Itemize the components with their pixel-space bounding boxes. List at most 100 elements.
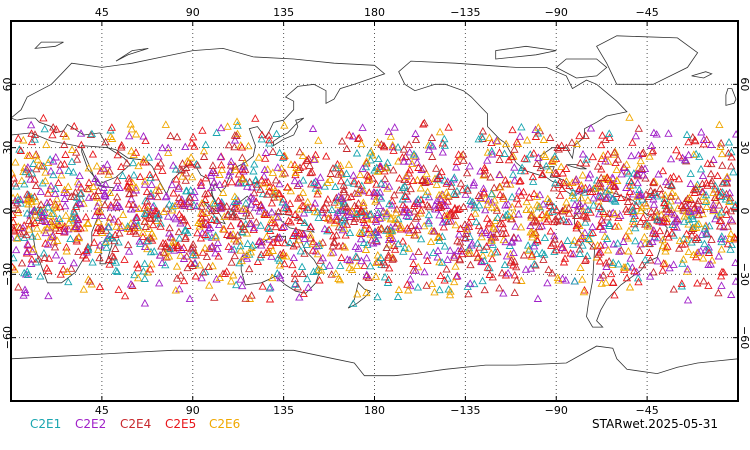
observation-point-c2e5 [372,180,381,188]
observation-point-c2e6 [492,203,501,212]
observation-point-c2e6 [395,223,404,232]
observation-point-c2e5 [658,266,667,274]
observation-point-c2e2 [343,255,352,263]
observation-point-c2e4 [707,235,716,243]
observation-point-c2e2 [465,161,474,170]
observation-point-c2e5 [279,248,288,257]
observation-point-c2e1 [625,176,634,184]
observation-point-c2e1 [678,259,687,267]
observation-point-c2e6 [100,164,109,173]
observation-point-c2e2 [696,246,705,255]
observation-point-c2e2 [633,178,642,187]
observation-point-c2e6 [596,183,605,191]
observation-point-c2e5 [280,259,289,268]
observation-point-c2e5 [704,248,714,256]
observation-point-c2e2 [462,222,471,231]
observation-point-c2e6 [31,210,40,219]
observation-point-c2e4 [707,176,717,185]
observation-point-c2e6 [11,265,19,273]
observation-point-c2e2 [550,231,559,240]
observation-point-c2e5 [704,281,713,289]
observation-point-c2e1 [123,222,132,230]
observation-point-c2e2 [369,188,379,196]
observation-point-c2e4 [60,140,69,148]
observation-point-c2e2 [669,260,678,268]
observation-point-c2e6 [583,195,593,204]
observation-point-c2e1 [570,193,579,202]
observation-point-c2e5 [27,137,37,146]
observation-point-c2e6 [14,222,23,230]
observation-point-c2e4 [332,230,341,239]
observation-point-c2e2 [27,259,36,267]
observation-point-c2e2 [211,248,220,257]
observation-point-c2e5 [214,196,223,205]
observation-point-c2e4 [428,152,437,160]
observation-point-c2e5 [145,170,155,178]
observation-point-c2e6 [354,188,363,197]
observation-point-c2e5 [354,179,363,188]
observation-point-c2e6 [637,203,647,211]
observation-point-c2e2 [260,165,269,174]
observation-point-c2e4 [706,169,716,178]
observation-point-c2e2 [267,252,276,260]
observation-point-c2e4 [675,244,684,252]
observation-point-c2e5 [293,194,303,202]
observation-point-c2e1 [186,186,195,194]
observation-point-c2e4 [551,168,560,177]
observation-point-c2e2 [125,131,134,140]
observation-point-c2e5 [480,163,489,172]
observation-point-c2e6 [268,273,277,282]
observation-point-c2e2 [388,142,397,151]
observation-point-c2e5 [596,247,605,256]
observation-point-c2e5 [669,172,678,180]
observation-point-c2e6 [372,258,381,267]
observation-point-c2e1 [550,247,559,255]
observation-point-c2e5 [198,126,207,134]
observation-point-c2e2 [466,200,476,208]
observation-point-c2e6 [31,151,40,160]
observation-point-c2e4 [250,188,259,197]
observation-point-c2e5 [278,223,287,231]
observation-point-c2e5 [529,189,539,197]
left-lat-label: −60 [1,326,14,349]
observation-point-c2e1 [474,134,483,143]
observation-point-c2e4 [181,234,190,242]
observation-point-c2e1 [144,236,153,245]
observation-point-c2e1 [300,218,309,227]
observation-point-c2e4 [353,134,363,142]
observation-point-c2e5 [326,215,335,224]
observation-point-c2e2 [681,155,690,164]
observation-point-c2e2 [224,171,234,179]
observation-point-c2e4 [268,147,278,155]
observation-point-c2e6 [323,178,332,186]
observation-point-c2e6 [434,232,443,241]
observation-point-c2e5 [365,188,374,196]
observation-point-c2e5 [109,252,118,261]
observation-point-c2e2 [290,176,299,185]
observation-point-c2e6 [294,235,303,244]
observation-point-c2e5 [355,133,364,142]
observation-point-c2e6 [231,165,240,174]
observation-point-c2e2 [558,243,567,252]
observation-point-c2e6 [509,210,518,219]
observation-point-c2e4 [562,217,571,226]
observation-point-c2e6 [450,277,459,286]
observation-point-c2e4 [24,216,34,224]
observation-point-c2e6 [353,289,362,298]
observation-point-c2e1 [478,276,487,285]
observation-point-c2e5 [692,252,701,261]
top-tick-label: −90 [545,6,568,19]
observation-point-c2e2 [428,142,437,150]
observation-point-c2e4 [131,229,141,237]
observation-point-c2e4 [264,131,274,139]
observation-point-c2e5 [265,294,275,303]
observation-point-c2e4 [306,168,315,177]
observation-point-c2e6 [373,250,382,259]
observation-point-c2e1 [589,200,598,209]
observation-point-c2e6 [489,224,498,233]
observation-point-c2e5 [498,213,507,221]
observation-point-c2e4 [350,214,360,222]
observation-point-c2e5 [360,261,369,269]
observation-point-c2e4 [539,255,548,263]
observation-point-c2e5 [717,267,727,276]
